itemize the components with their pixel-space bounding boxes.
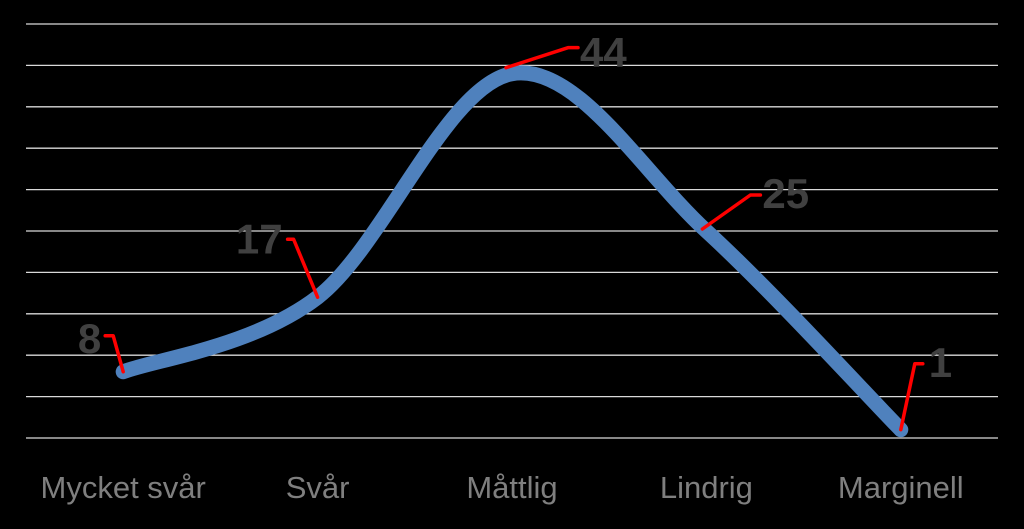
x-tick-label: Lindrig (660, 470, 753, 505)
data-label: 25 (762, 170, 809, 217)
data-labels: 8 17 44 25 1 (78, 29, 952, 386)
leader-line (285, 237, 320, 299)
data-label: 8 (78, 315, 101, 362)
x-tick-label: Marginell (838, 470, 964, 505)
data-label: 44 (580, 29, 627, 76)
data-label: 17 (236, 215, 283, 262)
x-tick-label: Svår (286, 470, 350, 505)
x-tick-label: Mycket svår (41, 470, 206, 505)
data-point (511, 73, 513, 75)
series-1 (115, 65, 909, 438)
data-label: 1 (929, 339, 952, 386)
leader-line (504, 45, 580, 70)
leader-line (899, 361, 925, 432)
data-point (705, 230, 707, 232)
leader-lines (103, 45, 925, 432)
leader-line (103, 334, 125, 374)
series-line (115, 65, 909, 438)
x-tick-label: Måttlig (466, 470, 557, 505)
leader-line (700, 193, 763, 231)
x-axis-tick-labels: Mycket svår Svår Måttlig Lindrig Marginell (41, 470, 964, 505)
